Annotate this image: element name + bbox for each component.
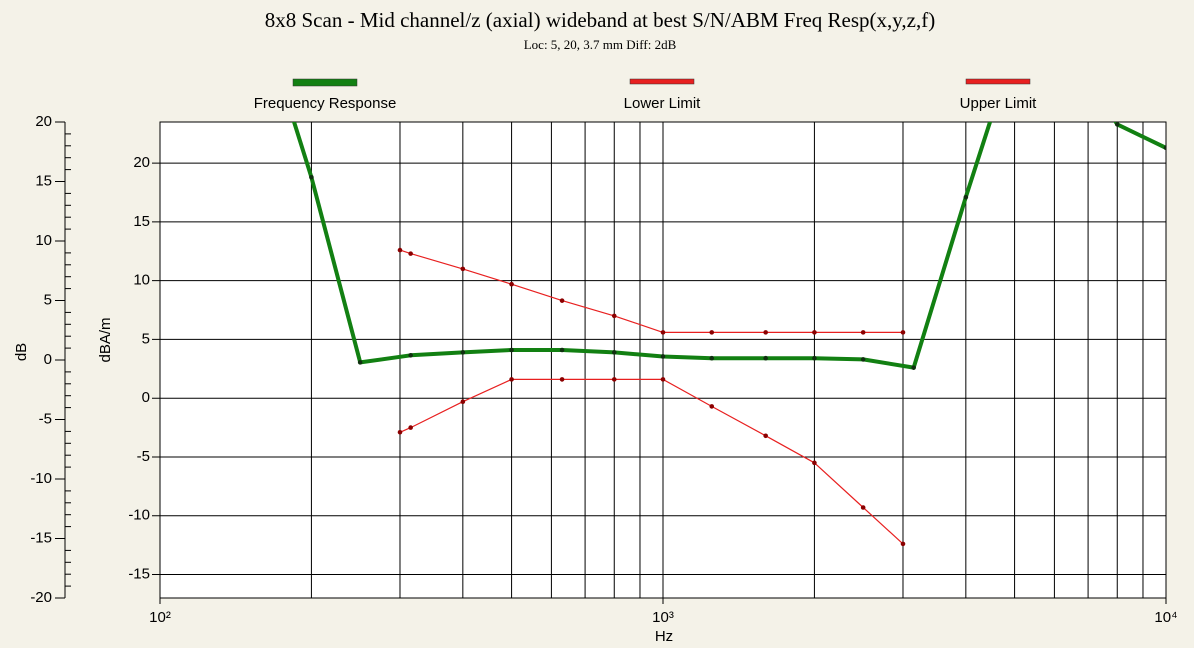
y2-axis-label: dBA/m [97, 317, 114, 362]
y-tick-label: -20 [30, 589, 52, 606]
y2-tick-label: 5 [142, 330, 150, 347]
y-tick-label: 20 [35, 113, 52, 130]
data-point [460, 399, 466, 405]
data-point [1163, 145, 1166, 151]
data-point [709, 355, 715, 361]
data-point [611, 377, 617, 382]
x-tick-label: 10³ [652, 609, 674, 626]
series-line [399, 378, 904, 545]
x-tick-label: 10² [149, 609, 171, 626]
data-point [408, 251, 413, 256]
plot-layer [291, 43, 1166, 547]
data-point [660, 377, 666, 382]
data-point [559, 298, 565, 303]
legend-swatch [292, 78, 358, 87]
data-point [900, 541, 906, 547]
legend-label: Frequency Response [254, 95, 397, 112]
data-point [309, 174, 314, 180]
data-point [1063, 43, 1068, 48]
y2-tick-label: 0 [142, 389, 150, 406]
y2-tick-label: 20 [133, 154, 150, 171]
y2-tick-label: -15 [128, 565, 150, 582]
chart-title: 8x8 Scan - Mid channel/z (axial) wideban… [265, 8, 935, 32]
data-point [509, 377, 514, 382]
data-point [860, 330, 866, 335]
data-point [812, 460, 817, 466]
y2-tick-label: -10 [128, 507, 150, 524]
legend-swatch [965, 78, 1031, 85]
data-point [509, 281, 514, 287]
chart-subtitle: Loc: 5, 20, 3.7 mm Diff: 2dB [524, 37, 677, 52]
data-point [460, 266, 466, 272]
y-tick-label: -5 [39, 410, 52, 427]
data-point [911, 365, 916, 370]
data-point [709, 404, 715, 409]
x-tick-label: 10⁴ [1154, 609, 1177, 626]
data-point [660, 354, 666, 359]
data-point [660, 330, 666, 335]
data-point [812, 330, 817, 335]
data-point [509, 347, 514, 353]
x-axis-label: Hz [655, 628, 673, 645]
data-point [1012, 43, 1017, 48]
y-axis-label: dB [13, 343, 30, 361]
data-point [408, 352, 413, 358]
data-point [763, 433, 768, 439]
data-point [611, 313, 617, 319]
legend-label: Upper Limit [960, 95, 1038, 112]
data-point [709, 330, 715, 335]
data-point [900, 330, 906, 335]
data-point [408, 425, 413, 430]
data-point [559, 347, 565, 353]
legend-swatch [629, 78, 695, 85]
data-point [963, 194, 969, 200]
data-point [763, 330, 768, 335]
data-point [1114, 122, 1120, 127]
y-tick-label: 15 [35, 172, 52, 189]
data-point [812, 355, 817, 361]
data-point [460, 350, 466, 355]
series-line [399, 249, 903, 333]
data-point [559, 377, 565, 382]
data-point [397, 429, 403, 435]
legend-label: Lower Limit [624, 95, 702, 112]
data-point [860, 357, 866, 362]
y2-tick-label: -5 [137, 448, 150, 465]
y-tick-label: 10 [35, 232, 52, 249]
data-point [397, 247, 403, 253]
y-tick-label: 0 [44, 351, 52, 368]
data-point [357, 360, 363, 365]
y-tick-label: -15 [30, 529, 52, 546]
y2-tick-label: 15 [133, 213, 150, 230]
y-tick-label: 5 [44, 291, 52, 308]
data-point [611, 350, 617, 355]
y-tick-label: -10 [30, 470, 52, 487]
y2-tick-label: 10 [133, 272, 150, 289]
data-point [763, 355, 768, 361]
data-point [860, 505, 866, 510]
